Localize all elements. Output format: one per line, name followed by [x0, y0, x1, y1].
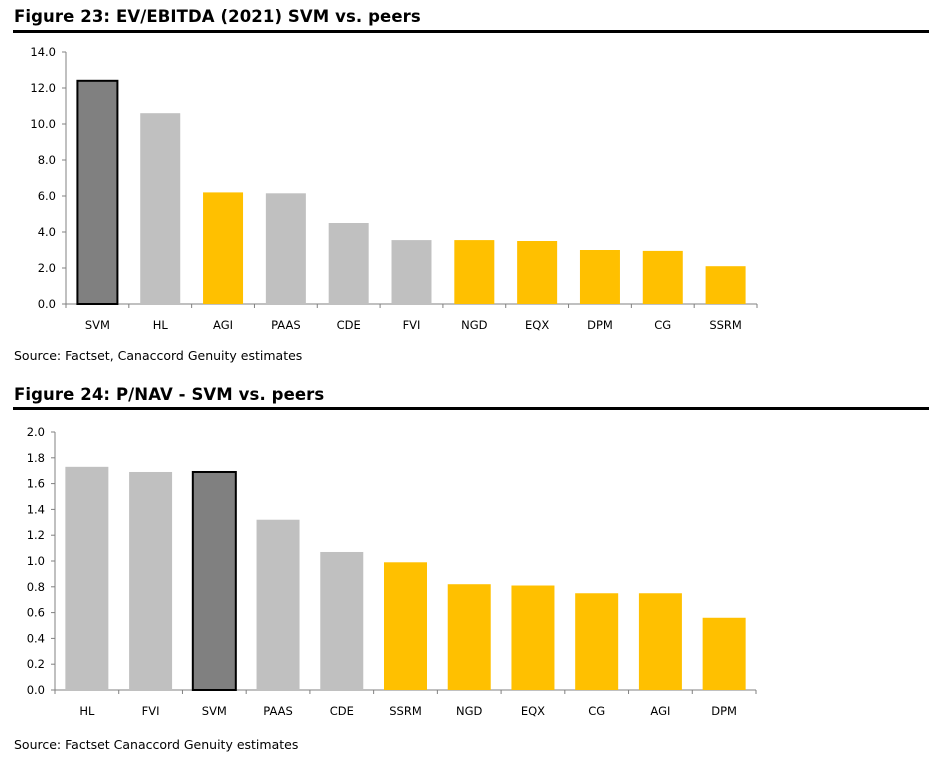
bar-fvi: [391, 240, 432, 304]
category-label-cg: CG: [654, 318, 671, 332]
y-tick-label: 2.0: [38, 261, 56, 275]
category-label-ssrm: SSRM: [389, 704, 422, 718]
category-label-cde: CDE: [330, 704, 354, 718]
bar-eqx: [511, 585, 555, 690]
category-label-hl: HL: [153, 318, 169, 332]
category-label-cde: CDE: [337, 318, 361, 332]
bar-eqx: [517, 241, 558, 304]
category-label-eqx: EQX: [521, 704, 545, 718]
bar-cg: [575, 593, 619, 690]
category-label-ssrm: SSRM: [709, 318, 742, 332]
y-tick-label: 0.2: [27, 657, 45, 671]
bar-svm: [191, 470, 237, 691]
bar-ssrm: [384, 562, 427, 690]
category-label-ngd: NGD: [461, 318, 488, 332]
category-label-dpm: DPM: [587, 318, 613, 332]
bar-paas: [256, 519, 300, 690]
category-label-dpm: DPM: [711, 704, 737, 718]
p-nav-chart: 0.0 0.2 0.4 0.6 0.8 1.0 1.2 1.4 1.6 1.8 2.0 HL FVI SV…: [27, 425, 757, 718]
bar-ngd: [447, 584, 491, 690]
figure-23-source: Source: Factset, Canaccord Genuity estim…: [14, 348, 303, 363]
category-label-paas: PAAS: [271, 318, 301, 332]
bar-agi: [638, 593, 682, 690]
bar-svm: [76, 79, 119, 305]
bar-cg: [642, 250, 683, 304]
category-label-paas: PAAS: [263, 704, 293, 718]
figure-24-rule: [13, 407, 929, 410]
bar-dpm: [579, 250, 620, 304]
y-tick-label: 0.8: [27, 580, 45, 594]
bar-paas: [265, 193, 306, 304]
y-tick-label: 0.4: [27, 631, 45, 645]
figure-24-title: Figure 24: P/NAV - SVM vs. peers: [14, 385, 325, 404]
y-tick-label: 12.0: [30, 81, 56, 95]
y-tick-label: 1.2: [27, 528, 45, 542]
category-label-fvi: FVI: [142, 704, 160, 718]
y-tick-label: 6.0: [38, 189, 56, 203]
y-tick-label: 0.0: [27, 683, 45, 697]
y-tick-label: 1.4: [27, 502, 45, 516]
y-tick-label: 1.8: [27, 451, 45, 465]
ev-ebitda-chart: 0.0 2.0 4.0 6.0 8.0 10.0 12.0 14.0 SVM HL AGI PAAS C…: [30, 45, 758, 332]
y-tick-label: 4.0: [38, 225, 56, 239]
bar-hl: [65, 466, 109, 690]
y-tick-label: 1.0: [27, 554, 45, 568]
figure-23-title: Figure 23: EV/EBITDA (2021) SVM vs. peer…: [14, 7, 421, 26]
category-label-agi: AGI: [213, 318, 233, 332]
y-tick-label: 0.6: [27, 606, 45, 620]
bar-dpm: [702, 617, 746, 690]
bar-hl: [140, 113, 181, 304]
bar-cde: [328, 223, 369, 304]
bar-ngd: [454, 240, 495, 304]
category-label-cg: CG: [588, 704, 605, 718]
y-tick-label: 1.6: [27, 477, 45, 491]
category-label-fvi: FVI: [403, 318, 421, 332]
category-label-svm: SVM: [85, 318, 110, 332]
bar-ssrm: [705, 266, 746, 304]
y-tick-label: 10.0: [30, 117, 56, 131]
figure-24-source: Source: Factset Canaccord Genuity estima…: [14, 737, 299, 752]
bar-fvi: [129, 471, 173, 690]
y-tick-label: 8.0: [38, 153, 56, 167]
y-tick-label: 2.0: [27, 425, 45, 439]
category-label-svm: SVM: [202, 704, 227, 718]
y-tick-label: 14.0: [30, 45, 56, 59]
category-label-ngd: NGD: [456, 704, 483, 718]
figure-23-rule: [13, 30, 929, 33]
category-label-hl: HL: [79, 704, 95, 718]
bar-cde: [320, 551, 364, 690]
bar-agi: [203, 192, 244, 304]
y-tick-label: 0.0: [38, 297, 56, 311]
category-label-eqx: EQX: [525, 318, 549, 332]
category-label-agi: AGI: [650, 704, 670, 718]
